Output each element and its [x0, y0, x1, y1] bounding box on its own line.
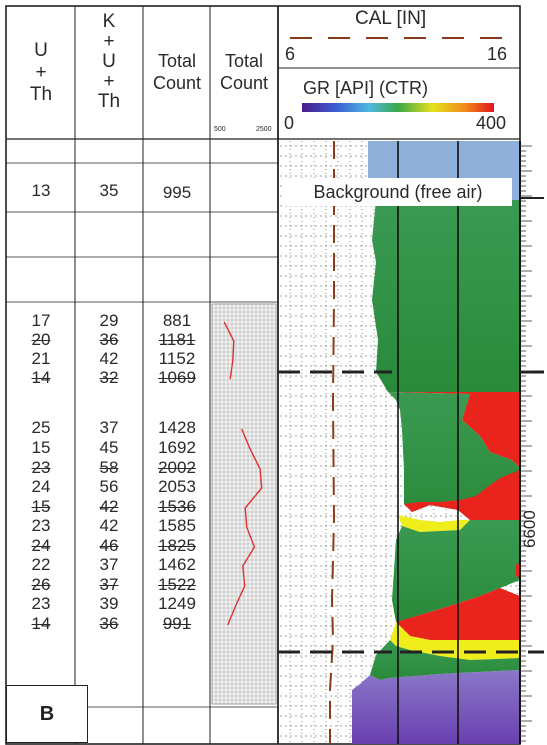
- row-u-th-cell: 14: [31, 368, 51, 387]
- row-u-th-cell: 14: [31, 614, 51, 633]
- row-total-cell: 991: [162, 614, 192, 633]
- row-k-u-th-cell: 36: [99, 614, 119, 633]
- header-plus-2: +: [103, 71, 115, 92]
- depth-label: 6600: [520, 510, 539, 548]
- row-total-cell: 1249: [158, 594, 196, 613]
- row-k-u-th-cell: 37: [99, 555, 119, 574]
- header-count-2: Count: [219, 73, 269, 93]
- row-total-cell: 1181: [158, 330, 196, 349]
- row-k-u-th-cell: 37: [99, 575, 119, 594]
- mini-scale-min: 500: [214, 126, 226, 133]
- panel-label: B: [6, 685, 88, 743]
- gr-label: GR [API] (CTR): [303, 78, 428, 98]
- row-total-cell: 1428: [158, 418, 196, 437]
- row-total-cell: 1536: [158, 497, 196, 516]
- row-total-cell: 881: [162, 311, 192, 330]
- row-u-th-cell: 25: [31, 418, 51, 437]
- header-u-th: U + Th: [8, 40, 74, 106]
- header-plus: +: [35, 62, 47, 83]
- header-k: K: [102, 11, 116, 32]
- row-u-th-cell: 21: [31, 349, 51, 368]
- row-u-th-cell: 23: [31, 594, 51, 613]
- background-k-u-th: 35: [99, 181, 119, 200]
- row-u-th-cell: 24: [31, 536, 51, 555]
- header-th2: Th: [97, 91, 121, 112]
- row-k-u-th-cell: 42: [99, 497, 119, 516]
- row-u-th-cell: 17: [31, 311, 51, 330]
- header-total: Total: [157, 51, 197, 71]
- row-total-cell: 1692: [158, 438, 196, 457]
- row-k-u-th-cell: 42: [99, 516, 119, 535]
- header-u: U: [34, 40, 48, 61]
- row-u-th-cell: 23: [31, 516, 51, 535]
- header-total-count-plot: Total Count: [210, 50, 278, 94]
- cal-min: 6: [285, 44, 296, 64]
- row-k-u-th-cell: 39: [99, 594, 119, 613]
- mini-scale-max: 2500: [256, 126, 272, 133]
- row-u-th-cell: 20: [31, 330, 51, 349]
- row-total-cell: 2002: [158, 458, 196, 477]
- row-u-th-cell: 15: [31, 438, 51, 457]
- row-u-th-cell: 22: [31, 555, 51, 574]
- row-total-cell: 2053: [158, 477, 196, 496]
- cal-label: CAL [IN]: [355, 8, 427, 29]
- background-u-th: 13: [31, 181, 51, 200]
- row-u-th-cell: 24: [31, 477, 51, 496]
- row-u-th-cell: 15: [31, 497, 51, 516]
- row-k-u-th-cell: 56: [99, 477, 119, 496]
- header-total-count: Total Count: [143, 50, 211, 94]
- row-total-cell: 1522: [158, 575, 196, 594]
- row-k-u-th-cell: 37: [99, 418, 119, 437]
- row-total-cell: 1462: [158, 555, 196, 574]
- row-k-u-th-cell: 36: [99, 330, 119, 349]
- header-total-2: Total: [224, 51, 264, 71]
- row-k-u-th-cell: 29: [99, 311, 119, 330]
- row-u-th-cell: 23: [31, 458, 51, 477]
- row-k-u-th-cell: 42: [99, 349, 119, 368]
- row-total-cell: 1069: [158, 368, 196, 387]
- row-u-th-cell: 26: [31, 575, 51, 594]
- gr-min: 0: [284, 113, 295, 133]
- row-k-u-th-cell: 58: [99, 458, 119, 477]
- row-total-cell: 1152: [158, 349, 196, 368]
- header-plus-1: +: [103, 31, 115, 52]
- row-k-u-th-cell: 45: [99, 438, 119, 457]
- row-total-cell: 1585: [158, 516, 196, 535]
- cal-max: 16: [487, 44, 508, 64]
- background-total: 995: [162, 183, 192, 202]
- gr-max: 400: [476, 113, 507, 133]
- row-k-u-th-cell: 46: [99, 536, 119, 555]
- header-k-u-th: K + U + Th: [76, 12, 142, 112]
- row-total-cell: 1825: [158, 536, 196, 555]
- row-k-u-th-cell: 32: [99, 368, 119, 387]
- header-count: Count: [152, 73, 202, 93]
- background-label: Background (free air): [284, 178, 512, 206]
- header-u2: U: [102, 51, 116, 72]
- header-th: Th: [29, 84, 53, 105]
